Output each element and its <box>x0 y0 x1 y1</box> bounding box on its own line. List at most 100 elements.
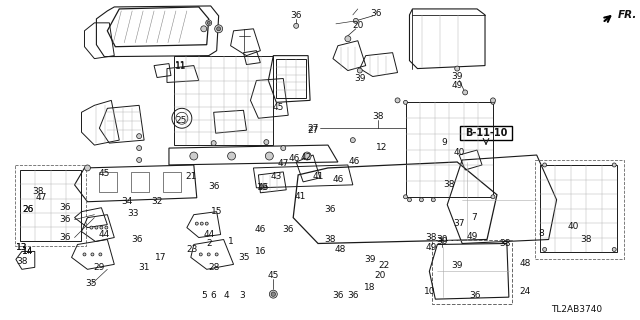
Circle shape <box>99 253 102 256</box>
Circle shape <box>228 152 236 160</box>
Text: 36: 36 <box>370 9 381 18</box>
Bar <box>406 102 493 197</box>
Text: 33: 33 <box>127 209 139 218</box>
Text: 27: 27 <box>307 124 319 133</box>
Text: 38: 38 <box>324 235 336 244</box>
Circle shape <box>543 247 547 252</box>
Text: 45: 45 <box>99 169 110 179</box>
Circle shape <box>137 157 141 163</box>
Circle shape <box>353 18 358 23</box>
Bar <box>20 170 81 242</box>
Text: 6: 6 <box>211 291 216 300</box>
Circle shape <box>264 140 269 145</box>
Bar <box>131 172 149 192</box>
Circle shape <box>345 36 351 42</box>
Text: 36: 36 <box>59 215 70 224</box>
Circle shape <box>294 23 299 28</box>
Circle shape <box>91 253 94 256</box>
Text: 2: 2 <box>206 239 212 248</box>
Circle shape <box>543 163 547 167</box>
Circle shape <box>350 138 355 143</box>
Text: 8: 8 <box>539 229 545 238</box>
Text: 23: 23 <box>186 245 198 254</box>
Circle shape <box>205 222 208 225</box>
Text: 38: 38 <box>426 233 437 242</box>
Circle shape <box>195 222 198 225</box>
Text: 9: 9 <box>442 138 447 147</box>
Text: 47: 47 <box>278 159 289 168</box>
Text: 26: 26 <box>22 205 33 214</box>
Circle shape <box>190 152 198 160</box>
Text: 11: 11 <box>175 62 187 71</box>
Text: 15: 15 <box>211 207 223 216</box>
Text: 18: 18 <box>364 283 376 292</box>
Text: 7: 7 <box>471 213 477 222</box>
Text: 46: 46 <box>289 154 300 163</box>
Text: 46: 46 <box>258 183 269 192</box>
Text: 19: 19 <box>257 183 268 192</box>
Circle shape <box>84 165 90 171</box>
Circle shape <box>266 152 273 160</box>
Text: 42: 42 <box>301 153 312 162</box>
Bar <box>460 126 512 140</box>
Text: 43: 43 <box>271 172 282 181</box>
Circle shape <box>408 198 412 202</box>
Text: 45: 45 <box>273 103 284 112</box>
Text: 13: 13 <box>16 243 28 252</box>
Circle shape <box>211 140 216 146</box>
Bar <box>15 165 86 246</box>
Text: 4: 4 <box>224 291 229 300</box>
Circle shape <box>100 226 103 229</box>
Text: 36: 36 <box>291 12 302 20</box>
Text: 36: 36 <box>332 291 344 300</box>
Circle shape <box>454 66 460 71</box>
Text: 36: 36 <box>131 235 143 244</box>
Text: 10: 10 <box>424 287 435 296</box>
Text: 41: 41 <box>294 192 306 201</box>
Circle shape <box>271 292 275 296</box>
Circle shape <box>83 253 86 256</box>
Circle shape <box>95 226 98 229</box>
Text: 48: 48 <box>334 245 346 254</box>
Text: 17: 17 <box>156 253 167 262</box>
Text: 40: 40 <box>454 148 465 156</box>
Circle shape <box>217 27 221 31</box>
Text: FR.: FR. <box>618 10 637 20</box>
Text: 44: 44 <box>99 230 110 239</box>
Circle shape <box>281 146 285 150</box>
Text: 38: 38 <box>444 180 455 189</box>
Circle shape <box>395 98 400 103</box>
Text: 35: 35 <box>86 279 97 288</box>
Circle shape <box>491 100 495 104</box>
Text: 36: 36 <box>347 291 358 300</box>
Circle shape <box>201 26 207 32</box>
Text: 14: 14 <box>22 247 33 256</box>
Text: 49: 49 <box>467 232 478 241</box>
Text: 38: 38 <box>580 235 592 244</box>
Text: 20: 20 <box>352 21 364 30</box>
Circle shape <box>419 198 424 202</box>
Circle shape <box>207 253 210 256</box>
Text: 25: 25 <box>175 116 187 125</box>
Text: 11: 11 <box>175 61 187 70</box>
Text: 13: 13 <box>16 243 28 252</box>
Text: 47: 47 <box>36 193 47 202</box>
Text: 45: 45 <box>268 271 279 280</box>
Circle shape <box>137 134 141 139</box>
Text: 38: 38 <box>16 257 28 266</box>
Text: 14: 14 <box>22 247 33 256</box>
Text: 3: 3 <box>239 291 245 300</box>
Text: 38: 38 <box>372 112 383 121</box>
Bar <box>534 160 624 260</box>
Text: 16: 16 <box>255 247 266 256</box>
Text: 49: 49 <box>451 81 463 90</box>
Text: 49: 49 <box>426 243 437 252</box>
Text: 39: 39 <box>364 255 376 264</box>
Text: 36: 36 <box>59 233 70 242</box>
Circle shape <box>214 25 223 33</box>
Text: 5: 5 <box>201 291 207 300</box>
Text: 31: 31 <box>138 263 150 272</box>
Circle shape <box>215 253 218 256</box>
Bar <box>276 59 306 98</box>
Text: 26: 26 <box>22 205 33 214</box>
